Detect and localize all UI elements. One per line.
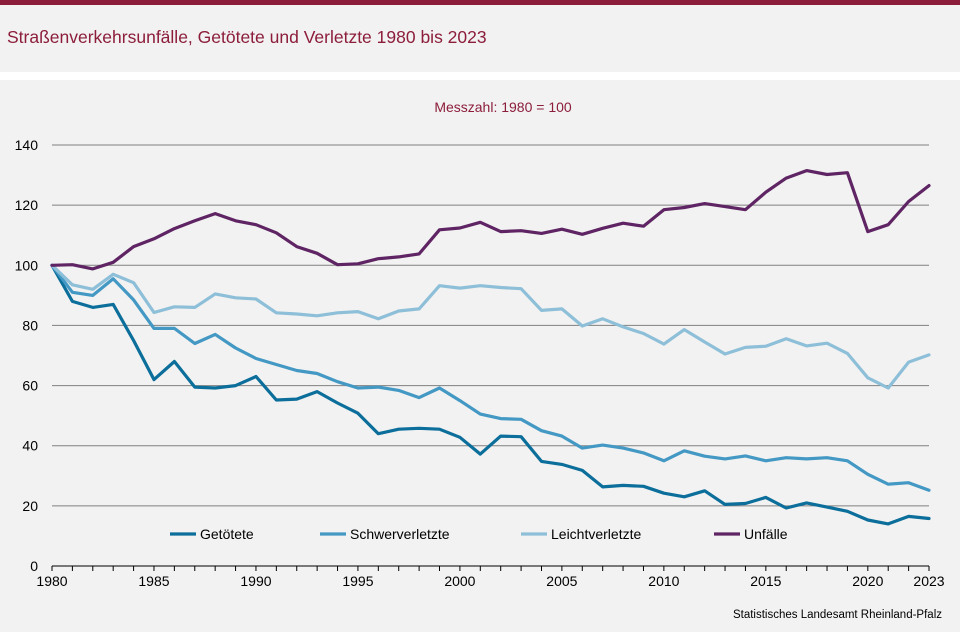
top-accent-bar bbox=[0, 0, 960, 5]
source-note: Statistisches Landesamt Rheinland-Pfalz bbox=[733, 609, 942, 621]
chart-subtitle: Messzahl: 1980 = 100 bbox=[434, 99, 572, 115]
y-tick-label: 60 bbox=[22, 378, 38, 394]
x-tick-label: 1995 bbox=[342, 573, 373, 589]
y-tick-label: 20 bbox=[22, 498, 38, 514]
series-line-2 bbox=[50, 263, 931, 492]
y-tick-label: 80 bbox=[22, 317, 38, 333]
x-tick-label: 2015 bbox=[750, 573, 781, 589]
page-title: Straßenverkehrsunfälle, Getötete und Ver… bbox=[7, 27, 487, 47]
legend-label: Unfälle bbox=[744, 526, 788, 542]
x-tick-label: 2023 bbox=[913, 573, 944, 589]
legend-label: Getötete bbox=[200, 526, 254, 542]
series-lines bbox=[50, 169, 931, 526]
legend-label: Schwerverletzte bbox=[350, 526, 450, 542]
series-line-4 bbox=[50, 169, 931, 271]
legend-label: Leichtverletzte bbox=[551, 526, 641, 542]
x-tick-label: 2020 bbox=[852, 573, 883, 589]
x-tick-label: 1985 bbox=[138, 573, 169, 589]
x-tick-label: 2000 bbox=[444, 573, 475, 589]
y-tick-label: 120 bbox=[15, 197, 39, 213]
y-axis-ticks: 0 20 40 60 80 100 120 140 bbox=[15, 137, 39, 574]
series-line-1 bbox=[50, 263, 931, 526]
gridlines bbox=[52, 144, 929, 507]
title-band bbox=[0, 5, 960, 72]
y-tick-label: 140 bbox=[15, 137, 39, 153]
y-tick-label: 40 bbox=[22, 438, 38, 454]
x-tick-label: 1980 bbox=[36, 573, 67, 589]
x-axis-ticks: 1980 1985 1990 1995 2000 2005 2010 2015 2020 2023 bbox=[36, 565, 945, 589]
y-tick-label: 100 bbox=[15, 257, 39, 273]
series-line-3 bbox=[50, 263, 931, 390]
x-tick-label: 2005 bbox=[546, 573, 577, 589]
x-tick-label: 1990 bbox=[240, 573, 271, 589]
x-tick-label: 2010 bbox=[648, 573, 679, 589]
legend: Getötete Schwerverletzte Leichtverletzte Un… bbox=[170, 526, 788, 542]
y-tick-label: 0 bbox=[30, 558, 38, 574]
